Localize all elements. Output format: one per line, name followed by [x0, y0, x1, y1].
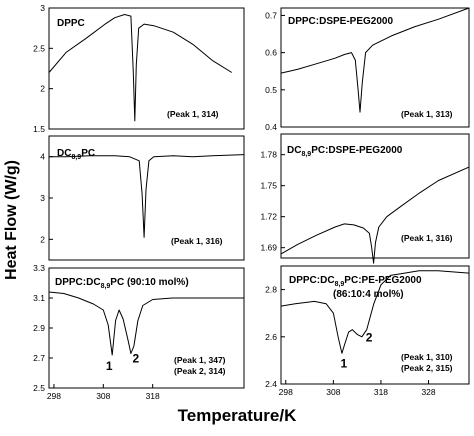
peak-number-label: 1 [340, 356, 347, 370]
title-text: PC (90:10 mol%) [110, 277, 188, 288]
title-text: PC:DSPE-PEG2000 [311, 145, 403, 156]
y-tick-label: 2 [40, 84, 45, 94]
title-text: DC [287, 145, 301, 156]
panel-title-line2: (86:10:4 mol%) [333, 289, 404, 300]
peak-annotation: (Peak 2, 315) [401, 363, 453, 373]
series-line [280, 7, 470, 113]
x-tick-label: 298 [279, 387, 293, 397]
peak-annotation: (Peak 1, 310) [401, 352, 453, 362]
title-subscript: 8,9 [301, 151, 311, 158]
title-text: DPPC:DSPE-PEG2000 [288, 16, 393, 27]
peak-annotation: (Peak 2, 314) [174, 366, 226, 376]
peak-annotation: (Peak 1, 313) [401, 109, 453, 119]
panel-title: DPPC:DC8,9PC:PE-PEG2000 [289, 275, 422, 288]
y-tick-label: 0.5 [265, 85, 277, 95]
y-tick-label: 2.8 [265, 285, 277, 295]
y-tick-label: 1.78 [260, 150, 277, 160]
peak-number-label: 1 [106, 359, 113, 373]
y-tick-label: 3 [40, 3, 45, 13]
panel-4: 1.69 1.72 1.75 1.78 DC8,9PC:DSPE-PEG2000 (Pea… [260, 133, 470, 264]
x-axis-label: Temperature/K [177, 406, 297, 425]
x-tick-label: 318 [374, 387, 388, 397]
y-tick-label: 0.4 [265, 122, 277, 132]
y-tick-label: 0.6 [265, 48, 277, 58]
panel-title: DPPC:DSPE-PEG2000 [288, 16, 393, 27]
panel-6: 2.4 2.6 2.8 298 308 318 328 DPPC:DC8,9PC:PE-PEG… [265, 265, 470, 397]
panel-1: 1.5 2 2.5 3 DPPC (Peak 1, 314) [33, 3, 245, 134]
y-tick-label: 2.9 [33, 323, 45, 333]
y-axis-label: Heat Flow (W/g) [3, 160, 20, 280]
panel-title: DC8,9PC [57, 148, 95, 161]
peak-number-label: 2 [133, 352, 140, 366]
y-tick-label: 4 [40, 152, 45, 162]
title-text: DC [57, 148, 71, 159]
y-tick-label: 2 [40, 234, 45, 244]
y-tick-label: 3.3 [33, 263, 45, 273]
x-tick-label: 328 [421, 387, 435, 397]
y-tick-label: 2.5 [33, 383, 45, 393]
y-tick-label: 1.72 [260, 212, 277, 222]
y-tick-label: 1.75 [260, 181, 277, 191]
panel-5: 2.5 2.7 2.9 3.1 3.3 298 308 318 DPPC:DC8,9PC (90… [33, 263, 245, 401]
title-text: PC [81, 148, 95, 159]
plot-frame [280, 133, 470, 259]
y-tick-label: 1.69 [260, 243, 277, 253]
x-tick-label: 308 [96, 391, 110, 401]
series-line [280, 166, 470, 264]
panel-title: DPPC [57, 18, 85, 29]
title-subscript: 8,9 [71, 154, 81, 161]
y-tick-label: 0.7 [265, 10, 277, 20]
panel-3: 2 3 4 DC8,9PC (Peak 1, 316) [40, 135, 245, 261]
series-line [48, 291, 244, 356]
y-tick-label: 3 [40, 193, 45, 203]
y-axis-label-text: Heat Flow (W/g) [3, 160, 20, 280]
x-tick-label: 298 [47, 391, 61, 401]
title-text: DPPC:DC [289, 275, 335, 286]
y-tick-label: 2.5 [33, 43, 45, 53]
x-tick-label: 318 [146, 391, 160, 401]
peak-annotation: (Peak 1, 316) [171, 236, 223, 246]
series-line [48, 14, 233, 122]
y-tick-label: 2.4 [265, 379, 277, 389]
x-tick-label: 308 [326, 387, 340, 397]
y-tick-label: 2.7 [33, 353, 45, 363]
y-tick-label: 3.1 [33, 293, 45, 303]
y-tick-label: 2.6 [265, 332, 277, 342]
peak-annotation: (Peak 1, 314) [167, 109, 219, 119]
title-subscript: 8,9 [101, 283, 111, 290]
plot-frame [280, 265, 470, 385]
y-tick-label: 1.5 [33, 124, 45, 134]
peak-annotation: (Peak 1, 316) [401, 233, 453, 243]
title-text: DPPC:DC [55, 277, 101, 288]
series-line [280, 270, 470, 354]
title-text: PC:PE-PEG2000 [344, 275, 422, 286]
title-subscript: 8,9 [335, 281, 345, 288]
plot-frame [48, 7, 245, 130]
title-text: DPPC [57, 18, 85, 29]
panel-title: DC8,9PC:DSPE-PEG2000 [287, 145, 403, 158]
peak-annotation: (Peak 1, 347) [174, 355, 226, 365]
peak-number-label: 2 [366, 331, 373, 345]
panel-title: DPPC:DC8,9PC (90:10 mol%) [55, 277, 189, 290]
panel-2: 0.4 0.5 0.6 0.7 DPPC:DSPE-PEG2000 (Peak 1, 31… [265, 7, 470, 132]
series-line [49, 154, 245, 238]
plot-frame [280, 7, 470, 128]
